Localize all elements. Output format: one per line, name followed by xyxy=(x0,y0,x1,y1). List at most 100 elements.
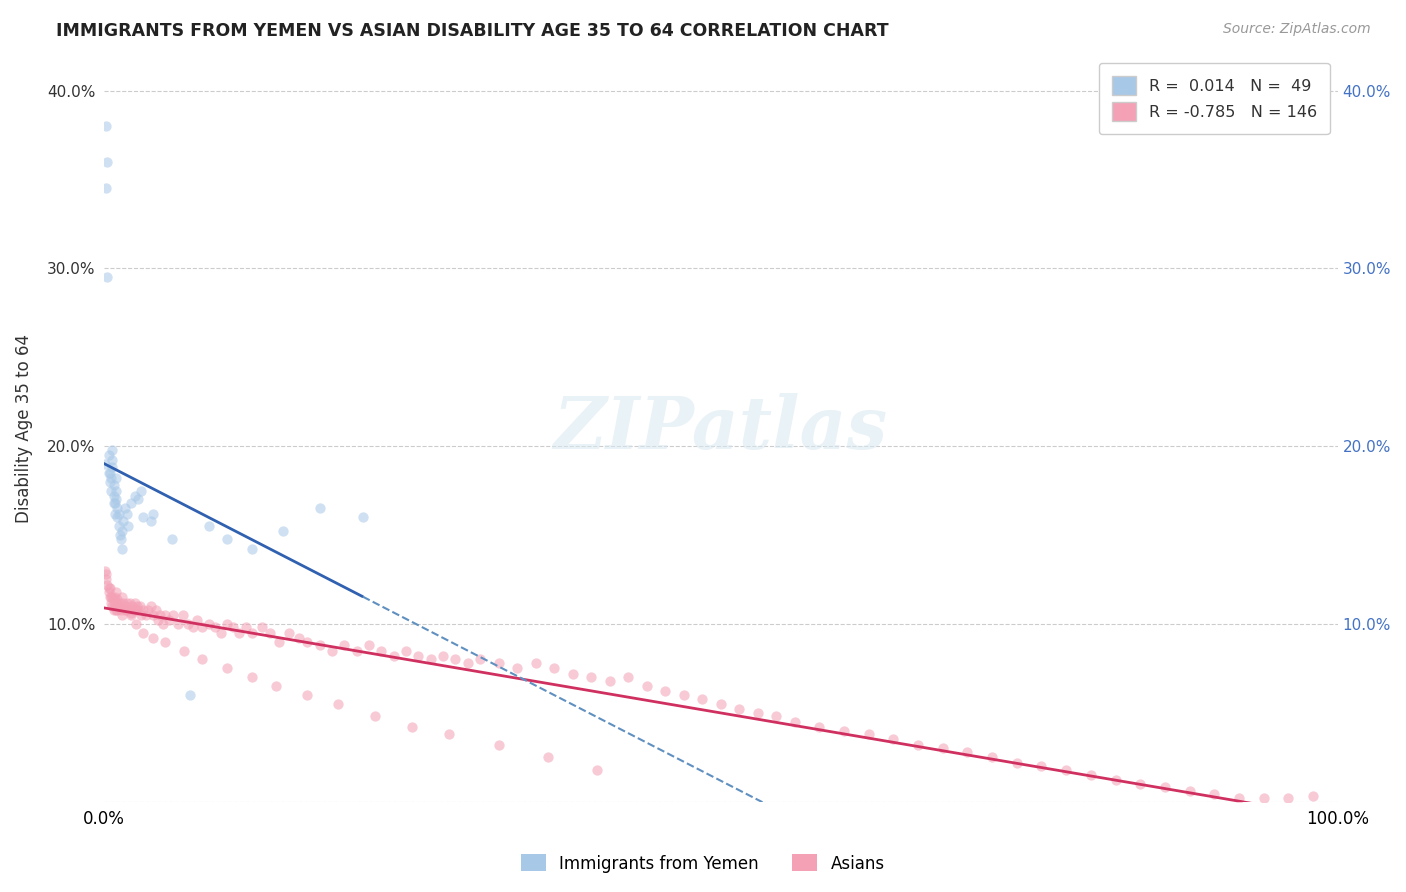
Point xyxy=(96,573,118,587)
Point xyxy=(432,648,454,663)
Point xyxy=(101,453,124,467)
Point xyxy=(111,591,134,605)
Point xyxy=(105,602,128,616)
Point xyxy=(114,602,136,616)
Point xyxy=(176,616,198,631)
Point xyxy=(328,697,350,711)
Point xyxy=(267,634,290,648)
Point xyxy=(105,492,128,507)
Point xyxy=(1154,780,1177,795)
Legend: Immigrants from Yemen, Asians: Immigrants from Yemen, Asians xyxy=(515,847,891,880)
Point xyxy=(1204,788,1226,802)
Point xyxy=(125,616,148,631)
Point xyxy=(240,625,263,640)
Point xyxy=(120,496,142,510)
Point xyxy=(129,483,152,498)
Point xyxy=(1227,791,1250,805)
Point xyxy=(104,496,127,510)
Point xyxy=(217,616,239,631)
Point xyxy=(297,634,319,648)
Point xyxy=(956,745,979,759)
Point xyxy=(1031,759,1053,773)
Point xyxy=(186,613,208,627)
Point xyxy=(152,616,174,631)
Point xyxy=(96,120,118,134)
Point xyxy=(157,613,180,627)
Point xyxy=(136,602,159,616)
Point xyxy=(783,714,806,729)
Point xyxy=(121,599,143,613)
Point xyxy=(124,596,146,610)
Point xyxy=(112,596,135,610)
Point xyxy=(444,652,467,666)
Point xyxy=(155,607,177,622)
Point xyxy=(586,763,609,777)
Point xyxy=(765,709,787,723)
Point xyxy=(166,616,188,631)
Point xyxy=(115,599,138,613)
Point xyxy=(142,607,165,622)
Point xyxy=(277,625,299,640)
Point xyxy=(98,582,121,596)
Point xyxy=(103,489,125,503)
Point xyxy=(287,631,309,645)
Point xyxy=(728,702,751,716)
Point xyxy=(181,620,204,634)
Point xyxy=(142,631,165,645)
Point xyxy=(1253,791,1275,805)
Point xyxy=(101,442,124,457)
Point xyxy=(96,181,118,195)
Point xyxy=(710,697,733,711)
Y-axis label: Disability Age 35 to 64: Disability Age 35 to 64 xyxy=(15,334,32,523)
Point xyxy=(439,727,461,741)
Point xyxy=(115,507,138,521)
Point xyxy=(173,643,195,657)
Text: IMMIGRANTS FROM YEMEN VS ASIAN DISABILITY AGE 35 TO 64 CORRELATION CHART: IMMIGRANTS FROM YEMEN VS ASIAN DISABILIT… xyxy=(56,22,889,40)
Point xyxy=(105,501,128,516)
Point xyxy=(197,616,219,631)
Point xyxy=(858,727,880,741)
Point xyxy=(321,643,343,657)
Point xyxy=(160,532,183,546)
Point xyxy=(128,599,150,613)
Point xyxy=(105,585,128,599)
Point xyxy=(599,673,621,688)
Point xyxy=(94,564,117,578)
Point xyxy=(96,567,118,582)
Point xyxy=(1005,756,1028,770)
Point xyxy=(882,732,904,747)
Point xyxy=(346,643,368,657)
Point xyxy=(132,510,155,524)
Point xyxy=(103,496,125,510)
Point xyxy=(217,532,239,546)
Point xyxy=(382,648,405,663)
Point xyxy=(114,501,136,516)
Point xyxy=(97,582,120,596)
Point xyxy=(142,507,165,521)
Point xyxy=(240,542,263,557)
Text: ZIPatlas: ZIPatlas xyxy=(554,392,887,464)
Point xyxy=(112,514,135,528)
Point xyxy=(96,270,118,285)
Point xyxy=(1178,784,1201,798)
Point xyxy=(357,638,380,652)
Point xyxy=(155,634,177,648)
Point xyxy=(370,643,392,657)
Legend: R =  0.014   N =  49, R = -0.785   N = 146: R = 0.014 N = 49, R = -0.785 N = 146 xyxy=(1099,63,1330,134)
Point xyxy=(127,602,149,616)
Point xyxy=(100,596,122,610)
Point xyxy=(103,592,125,607)
Point xyxy=(100,471,122,485)
Point xyxy=(457,656,479,670)
Point xyxy=(308,501,330,516)
Point xyxy=(125,599,148,613)
Point xyxy=(259,625,281,640)
Point xyxy=(107,507,129,521)
Point xyxy=(266,679,288,693)
Point xyxy=(98,466,121,480)
Point xyxy=(107,519,129,533)
Point xyxy=(506,661,529,675)
Point xyxy=(120,607,142,622)
Point xyxy=(100,591,122,605)
Point xyxy=(690,691,713,706)
